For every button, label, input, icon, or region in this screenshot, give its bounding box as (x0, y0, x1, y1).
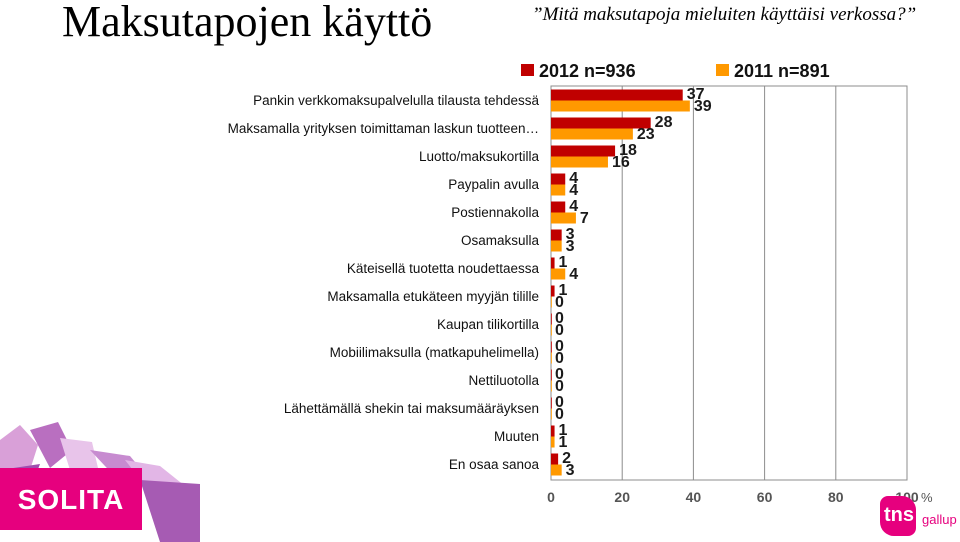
data-label: 0 (555, 406, 564, 423)
plot-area (550, 85, 908, 481)
bar-2012 (551, 117, 651, 129)
slide-subtitle: ”Mitä maksutapoja mieluiten käyttäisi ve… (532, 4, 917, 25)
category-label: Kaupan tilikortilla (437, 317, 540, 332)
x-tick-label: 80 (828, 489, 844, 505)
bar-2011 (551, 128, 633, 140)
bar-2011 (551, 436, 555, 448)
bar-2011 (551, 212, 576, 224)
bar-2011 (551, 380, 552, 392)
bar-2011 (551, 268, 566, 280)
legend-label: 2011 n=891 (734, 61, 830, 81)
solita-logo-text: SOLITA (17, 484, 125, 515)
x-tick-label: 0 (547, 489, 555, 505)
data-label: 3 (566, 462, 575, 479)
bar-2012 (551, 257, 555, 269)
data-label: 39 (694, 98, 712, 115)
bar-2012 (551, 285, 555, 297)
chart-x-ticks: 020406080100% (547, 489, 933, 505)
bar-2012 (551, 145, 616, 157)
bar-2012 (551, 453, 559, 465)
data-label: 23 (637, 126, 655, 143)
category-label: Postiennakolla (451, 205, 539, 220)
data-label: 1 (559, 254, 568, 271)
data-label: 3 (566, 238, 575, 255)
bar-2012 (551, 341, 552, 353)
bar-2011 (551, 296, 552, 308)
data-label: 7 (580, 210, 589, 227)
data-label: 0 (555, 366, 564, 383)
data-label: 18 (619, 142, 637, 159)
chart-bars (551, 89, 690, 476)
data-label: 1 (559, 434, 568, 451)
slide-title: Maksutapojen käyttö (62, 0, 433, 46)
legend-swatch (716, 64, 729, 76)
category-label: Osamaksulla (461, 233, 540, 248)
bar-2012 (551, 313, 552, 325)
category-label: Nettiluotolla (468, 373, 539, 388)
category-label: Maksamalla etukäteen myyjän tilille (327, 289, 539, 304)
category-label: Mobiilimaksulla (matkapuhelimella) (330, 345, 539, 360)
tns-logo-mark (880, 496, 916, 536)
data-label: 2 (562, 450, 571, 467)
bar-2012 (551, 229, 562, 241)
bar-2011 (551, 408, 552, 420)
bar-2012 (551, 369, 552, 381)
category-label: Pankin verkkomaksupalvelulla tilausta te… (253, 93, 539, 108)
bar-2012 (551, 397, 552, 409)
data-label: 0 (555, 322, 564, 339)
bar-2012 (551, 173, 566, 185)
data-label: 0 (555, 294, 564, 311)
bar-2012 (551, 201, 566, 213)
bar-2012 (551, 89, 683, 101)
tns-gallup-logo: tns gallup (880, 492, 960, 542)
category-label: Lähettämällä shekin tai maksumääräyksen (284, 401, 539, 416)
data-label: 1 (559, 422, 568, 439)
bar-2011 (551, 100, 690, 112)
bar-2011 (551, 352, 552, 364)
legend-swatch (521, 64, 534, 76)
bar-2011 (551, 464, 562, 476)
category-label: En osaa sanoa (449, 457, 540, 472)
solita-logo: SOLITA (0, 468, 142, 530)
data-label: 4 (569, 198, 578, 215)
data-label: 0 (555, 338, 564, 355)
data-label: 4 (569, 170, 578, 187)
x-tick-label: 60 (757, 489, 773, 505)
category-label: Paypalin avulla (448, 177, 539, 192)
chart-category-labels: Pankin verkkomaksupalvelulla tilausta te… (228, 93, 540, 472)
data-label: 16 (612, 154, 630, 171)
data-label: 0 (555, 394, 564, 411)
data-label: 28 (655, 114, 673, 131)
data-label: 4 (569, 182, 578, 199)
legend-label: 2012 n=936 (539, 61, 636, 81)
category-label: Maksamalla yrityksen toimittaman laskun … (228, 121, 539, 136)
x-tick-label: 40 (686, 489, 702, 505)
data-label: 0 (555, 310, 564, 327)
data-label: 3 (566, 226, 575, 243)
bar-2011 (551, 240, 562, 252)
x-axis-unit: % (921, 490, 933, 505)
bar-2011 (551, 156, 608, 168)
tns-logo-text: tns (884, 504, 914, 526)
data-label: 1 (559, 282, 568, 299)
data-label: 0 (555, 378, 564, 395)
bar-2012 (551, 425, 555, 437)
category-label: Luotto/maksukortilla (419, 149, 540, 164)
category-label: Muuten (494, 429, 539, 444)
chart-legend: 2012 n=936 2011 n=891 (521, 61, 830, 81)
data-label: 0 (555, 350, 564, 367)
gallup-logo-text: gallup (922, 512, 957, 527)
bar-2011 (551, 184, 566, 196)
category-label: Käteisellä tuotetta noudettaessa (347, 261, 540, 276)
x-tick-label: 20 (614, 489, 630, 505)
data-label: 4 (569, 266, 578, 283)
bar-2011 (551, 324, 552, 336)
data-label: 37 (687, 86, 705, 103)
chart-gridlines (550, 85, 908, 481)
